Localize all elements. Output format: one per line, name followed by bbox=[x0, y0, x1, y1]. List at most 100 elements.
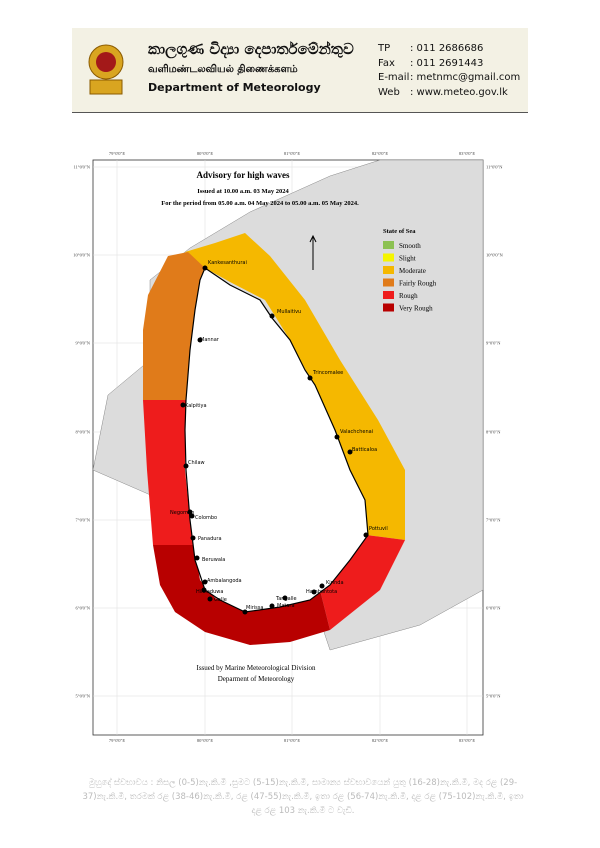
city-label: Ambalangoda bbox=[207, 578, 242, 584]
legend-title: State of Sea bbox=[383, 228, 416, 235]
city-label: Hambantota bbox=[306, 589, 337, 595]
city-dot bbox=[197, 337, 203, 343]
zone-rough-east bbox=[320, 535, 405, 630]
lat-label: 7°0'0"N bbox=[76, 518, 91, 523]
lat-label: 6°0'0"N bbox=[76, 606, 91, 611]
legend-label: Slight bbox=[399, 255, 416, 263]
contacts: TP: 011 2686686 Fax: 011 2691443 E-mail: m… bbox=[378, 42, 520, 100]
city-label: Beruwala bbox=[202, 557, 225, 563]
contact-row: Web : www.meteo.gov.lk bbox=[378, 86, 520, 101]
city-label: Chilaw bbox=[188, 460, 205, 466]
lon-label: 81°0'0"E bbox=[284, 151, 300, 156]
contact-row: TP : 011 2686686 bbox=[378, 42, 520, 57]
lat-label: 8°0'0"N bbox=[486, 430, 501, 435]
legend-label: Fairly Rough bbox=[399, 280, 437, 288]
city-label: Tangalle bbox=[275, 596, 297, 602]
lon-label: 82°0'0"E bbox=[372, 738, 388, 743]
legend-swatch bbox=[383, 266, 394, 274]
city-dot bbox=[202, 579, 208, 585]
lon-label: 83°0'0"E bbox=[459, 738, 475, 743]
city-dot bbox=[242, 609, 248, 615]
island bbox=[184, 267, 369, 613]
city-dot bbox=[269, 603, 275, 609]
contact-row: E-mail: metnmc@gmail.com bbox=[378, 71, 520, 86]
city-dot bbox=[282, 595, 288, 601]
city-dot bbox=[194, 555, 200, 561]
lon-label: 79°0'0"E bbox=[109, 738, 125, 743]
lon-label: 83°0'0"E bbox=[459, 151, 475, 156]
city-label: Negombo bbox=[170, 510, 194, 516]
lat-label: 7°0'0"N bbox=[486, 518, 501, 523]
lat-label: 10°0'0"N bbox=[73, 253, 90, 258]
map-period: For the period from 05.00 a.m. 04 May 20… bbox=[161, 200, 359, 207]
zone-moderate bbox=[185, 233, 405, 540]
title-en: Department of Meteorology bbox=[148, 81, 321, 94]
city-dot bbox=[187, 509, 193, 515]
zone-very-rough bbox=[153, 545, 330, 645]
city-dot bbox=[202, 265, 208, 271]
city-label: Panadura bbox=[198, 536, 222, 542]
contact-label: TP bbox=[378, 43, 391, 54]
legend-swatch bbox=[383, 278, 394, 287]
legend-label: Smooth bbox=[399, 242, 421, 250]
city-dot bbox=[207, 596, 213, 602]
lat-label: 8°0'0"N bbox=[76, 430, 91, 435]
city-label: Trincomalee bbox=[312, 370, 343, 376]
lat-label: 9°0'0"N bbox=[76, 341, 91, 346]
zone-fairly-rough bbox=[143, 252, 205, 400]
city-label: Matara bbox=[277, 603, 295, 609]
city-label: Kalpitiya bbox=[185, 403, 207, 409]
city-label: Valachchenai bbox=[340, 429, 373, 435]
legend-label: Rough bbox=[399, 292, 418, 300]
north-arrow bbox=[309, 234, 317, 270]
lon-label: 82°0'0"E bbox=[372, 151, 388, 156]
city-dot bbox=[334, 434, 340, 440]
city-label: Kankesanthurai bbox=[208, 260, 247, 266]
lon-label: 80°0'0"E bbox=[197, 738, 213, 743]
city-label: Mullaitivu bbox=[277, 309, 301, 315]
city-label: Kirinda bbox=[326, 580, 344, 586]
city-label: Batticaloa bbox=[352, 447, 377, 453]
city-dot bbox=[183, 463, 189, 469]
map-issued: Issued at 10.00 a.m. 03 May 2024 bbox=[197, 188, 289, 195]
city-label: Galle bbox=[214, 597, 227, 603]
contact-value: : metnmc@gmail.com bbox=[410, 72, 521, 83]
city-dot bbox=[319, 583, 325, 589]
legend-swatch bbox=[383, 303, 394, 312]
contact-label: Web bbox=[378, 86, 400, 98]
contact-label: Fax bbox=[378, 57, 395, 69]
lat-label: 9°0'0"N bbox=[486, 341, 501, 346]
contact-label: E-mail bbox=[378, 72, 410, 83]
legend-label: Moderate bbox=[399, 267, 426, 275]
zone-rough-west bbox=[143, 400, 194, 545]
city-label: Pottuvil bbox=[369, 526, 388, 532]
city-label: Colombo bbox=[195, 515, 217, 521]
logo bbox=[88, 44, 124, 95]
map-footer: Issued by Marine Meteorological Division bbox=[197, 664, 316, 672]
legend-swatch bbox=[383, 253, 394, 262]
contact-value: : 011 2686686 bbox=[410, 43, 484, 54]
city-label: Mirissa bbox=[246, 605, 263, 611]
contact-row: Fax : 011 2691443 bbox=[378, 57, 520, 72]
city-dot bbox=[363, 532, 369, 538]
city-dot bbox=[269, 313, 275, 319]
lon-label: 80°0'0"E bbox=[197, 151, 213, 156]
map-title: Advisory for high waves bbox=[196, 170, 290, 180]
note: මුහුදේ ස්වභාවය : නිසල (0-5)නැ.කි.මී ,සුම… bbox=[82, 778, 524, 816]
lat-label: 5°0'0"N bbox=[486, 694, 501, 699]
contact-value: : www.meteo.gov.lk bbox=[410, 86, 508, 98]
city-label: Hikkaduwa bbox=[196, 589, 223, 595]
lat-label: 11°0'0"N bbox=[486, 165, 503, 170]
header: කාලගුණ විද්‍යා දෙපාර්තමේන්තුව வளிமண்டலவி… bbox=[72, 28, 528, 113]
legend-label: Very Rough bbox=[399, 305, 433, 313]
map-footer: Deparment of Meteorology bbox=[218, 675, 295, 683]
lon-label: 81°0'0"E bbox=[284, 738, 300, 743]
lat-label: 11°0'0"N bbox=[73, 165, 90, 170]
legend-swatch bbox=[383, 291, 394, 299]
contact-value: : 011 2691443 bbox=[410, 57, 484, 69]
title-ta: வளிமண்டலவியல் திணைக்களம் bbox=[148, 64, 298, 75]
city-dot bbox=[189, 513, 195, 519]
city-label: Mannar bbox=[200, 337, 220, 343]
